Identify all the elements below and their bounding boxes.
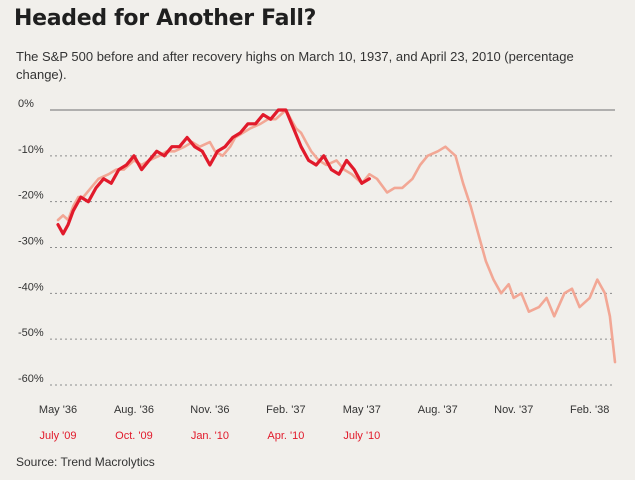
y-axis-labels: 0% -10% -20% -30% -40% -50% -60% [18,98,44,385]
y-tick-label: -60% [18,373,44,385]
x-tick-label-2010: Oct. '09 [115,430,153,442]
x-tick-label-1937: Feb. '38 [570,404,609,416]
x-tick-label-2010: July '09 [40,430,77,442]
y-tick-label: 0% [18,98,34,110]
x-tick-label-1937: Feb. '37 [266,404,305,416]
x-tick-label-2010: July '10 [343,430,380,442]
x-tick-label-1937: Nov. '37 [494,404,533,416]
series-2010-line [56,108,371,236]
x-tick-label-2010: Apr. '10 [267,430,304,442]
line-chart: 0% -10% -20% -30% -40% -50% -60% May '36 Aug. '… [18,98,617,442]
y-tick-label: -10% [18,144,44,156]
y-tick-label: -30% [18,236,44,248]
x-tick-label-1937: Nov. '36 [190,404,229,416]
chart-subtitle: The S&P 500 before and after recovery hi… [16,49,574,82]
series-1937-line [56,108,617,364]
y-tick-label: -50% [18,327,44,339]
gridlines [50,109,615,386]
source-note: Source: Trend Macrolytics [16,455,155,469]
x-tick-label-1937: May '37 [343,404,381,416]
series-lines [56,108,617,364]
x-axis-labels: May '36 Aug. '36 Nov. '36 Feb. '37 May '37 Au… [39,404,609,442]
x-tick-label-1937: May '36 [39,404,77,416]
y-tick-label: -20% [18,190,44,202]
chart-title: Headed for Another Fall? [14,6,317,31]
x-tick-label-2010: Jan. '10 [191,430,229,442]
y-tick-label: -40% [18,281,44,293]
x-tick-label-1937: Aug. '37 [418,404,458,416]
x-tick-label-1937: Aug. '36 [114,404,154,416]
